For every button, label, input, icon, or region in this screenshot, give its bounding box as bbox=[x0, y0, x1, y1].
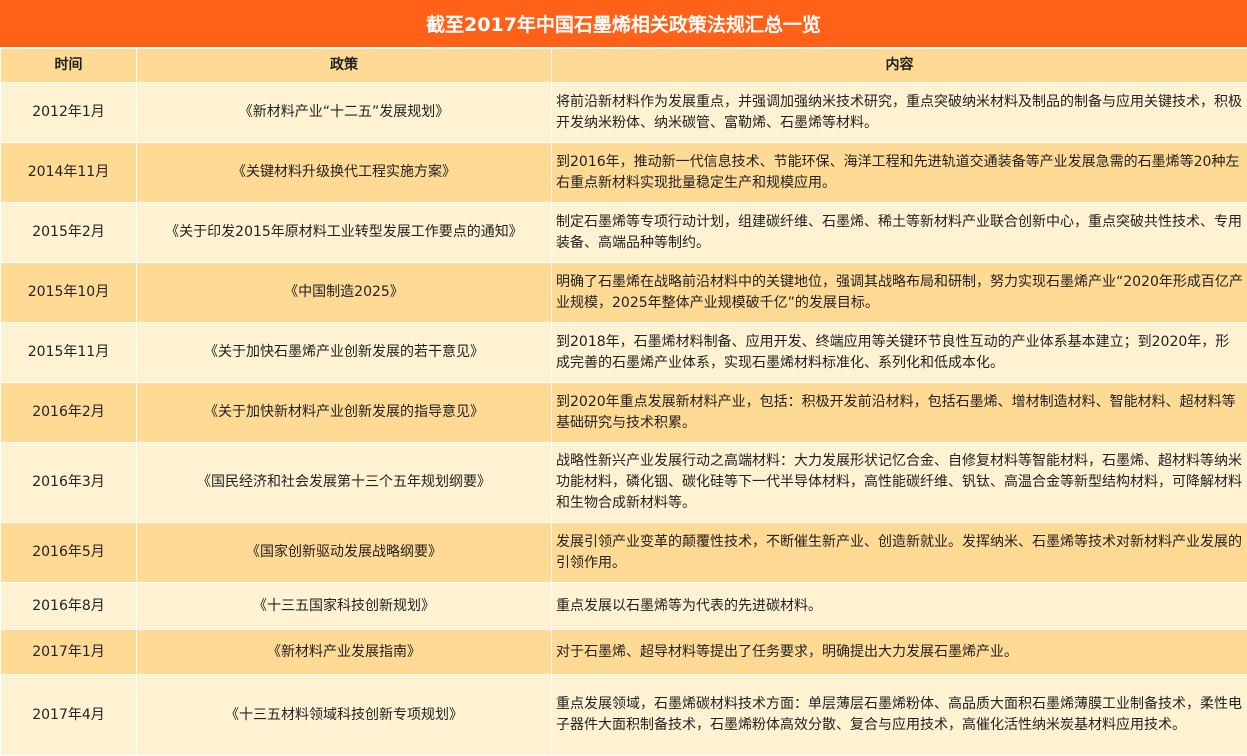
cell-content: 重点发展领域，石墨烯碳材料技术方面：单层薄层石墨烯粉体、高品质大面积石墨烯薄膜工… bbox=[552, 675, 1247, 756]
cell-policy: 《十三五国家科技创新规划》 bbox=[137, 583, 552, 630]
cell-content: 到2016年，推动新一代信息技术、节能环保、海洋工程和先进轨道交通装备等产业发展… bbox=[552, 143, 1247, 203]
cell-time: 2016年3月 bbox=[1, 443, 137, 523]
cell-time: 2014年11月 bbox=[1, 143, 137, 203]
cell-content: 制定石墨烯等专项行动计划，组建碳纤维、石墨烯、稀土等新材料产业联合创新中心，重点… bbox=[552, 203, 1247, 263]
table-row: 2016年5月《国家创新驱动发展战略纲要》发展引领产业变革的颠覆性技术，不断催生… bbox=[1, 523, 1247, 583]
table-row: 2017年1月《新材料产业发展指南》对于石墨烯、超导材料等提出了任务要求，明确提… bbox=[1, 630, 1247, 675]
cell-time: 2016年5月 bbox=[1, 523, 137, 583]
table-row: 2017年4月《十三五材料领域科技创新专项规划》重点发展领域，石墨烯碳材料技术方… bbox=[1, 675, 1247, 756]
table-row: 2015年10月《中国制造2025》明确了石墨烯在战略前沿材料中的关键地位，强调… bbox=[1, 263, 1247, 323]
cell-policy: 《国民经济和社会发展第十三个五年规划纲要》 bbox=[137, 443, 552, 523]
cell-policy: 《国家创新驱动发展战略纲要》 bbox=[137, 523, 552, 583]
cell-content: 对于石墨烯、超导材料等提出了任务要求，明确提出大力发展石墨烯产业。 bbox=[552, 630, 1247, 675]
cell-content: 重点发展以石墨烯等为代表的先进碳材料。 bbox=[552, 583, 1247, 630]
policy-table: 时间 政策 内容 2012年1月《新材料产业“十二五”发展规划》将前沿新材料作为… bbox=[0, 48, 1247, 756]
table-row: 2014年11月《关键材料升级换代工程实施方案》到2016年，推动新一代信息技术… bbox=[1, 143, 1247, 203]
cell-time: 2016年2月 bbox=[1, 383, 137, 443]
cell-time: 2015年11月 bbox=[1, 323, 137, 383]
cell-policy: 《十三五材料领域科技创新专项规划》 bbox=[137, 675, 552, 756]
cell-content: 战略性新兴产业发展行动之高端材料：大力发展形状记忆合金、自修复材料等智能材料，石… bbox=[552, 443, 1247, 523]
cell-policy: 《中国制造2025》 bbox=[137, 263, 552, 323]
cell-content: 将前沿新材料作为发展重点，并强调加强纳米技术研究，重点突破纳米材料及制品的制备与… bbox=[552, 83, 1247, 143]
table-row: 2015年2月《关于印发2015年原材料工业转型发展工作要点的通知》制定石墨烯等… bbox=[1, 203, 1247, 263]
table-row: 2016年8月《十三五国家科技创新规划》重点发展以石墨烯等为代表的先进碳材料。 bbox=[1, 583, 1247, 630]
table-row: 2016年3月《国民经济和社会发展第十三个五年规划纲要》战略性新兴产业发展行动之… bbox=[1, 443, 1247, 523]
cell-policy: 《新材料产业发展指南》 bbox=[137, 630, 552, 675]
cell-policy: 《关于加快新材料产业创新发展的指导意见》 bbox=[137, 383, 552, 443]
column-header-content: 内容 bbox=[552, 49, 1247, 83]
cell-time: 2016年8月 bbox=[1, 583, 137, 630]
table-row: 2016年2月《关于加快新材料产业创新发展的指导意见》到2020年重点发展新材料… bbox=[1, 383, 1247, 443]
header-row: 时间 政策 内容 bbox=[1, 49, 1247, 83]
cell-time: 2017年1月 bbox=[1, 630, 137, 675]
table-row: 2012年1月《新材料产业“十二五”发展规划》将前沿新材料作为发展重点，并强调加… bbox=[1, 83, 1247, 143]
cell-content: 明确了石墨烯在战略前沿材料中的关键地位，强调其战略布局和研制，努力实现石墨烯产业… bbox=[552, 263, 1247, 323]
cell-policy: 《关于加快石墨烯产业创新发展的若干意见》 bbox=[137, 323, 552, 383]
table-title: 截至2017年中国石墨烯相关政策法规汇总一览 bbox=[0, 0, 1247, 48]
table-row: 2015年11月《关于加快石墨烯产业创新发展的若干意见》到2018年，石墨烯材料… bbox=[1, 323, 1247, 383]
cell-content: 到2018年，石墨烯材料制备、应用开发、终端应用等关键环节良性互动的产业体系基本… bbox=[552, 323, 1247, 383]
cell-time: 2012年1月 bbox=[1, 83, 137, 143]
cell-policy: 《关于印发2015年原材料工业转型发展工作要点的通知》 bbox=[137, 203, 552, 263]
cell-time: 2017年4月 bbox=[1, 675, 137, 756]
cell-policy: 《新材料产业“十二五”发展规划》 bbox=[137, 83, 552, 143]
cell-time: 2015年2月 bbox=[1, 203, 137, 263]
cell-content: 到2020年重点发展新材料产业，包括：积极开发前沿材料，包括石墨烯、增材制造材料… bbox=[552, 383, 1247, 443]
column-header-policy: 政策 bbox=[137, 49, 552, 83]
cell-content: 发展引领产业变革的颠覆性技术，不断催生新产业、创造新就业。发挥纳米、石墨烯等技术… bbox=[552, 523, 1247, 583]
cell-policy: 《关键材料升级换代工程实施方案》 bbox=[137, 143, 552, 203]
column-header-time: 时间 bbox=[1, 49, 137, 83]
cell-time: 2015年10月 bbox=[1, 263, 137, 323]
